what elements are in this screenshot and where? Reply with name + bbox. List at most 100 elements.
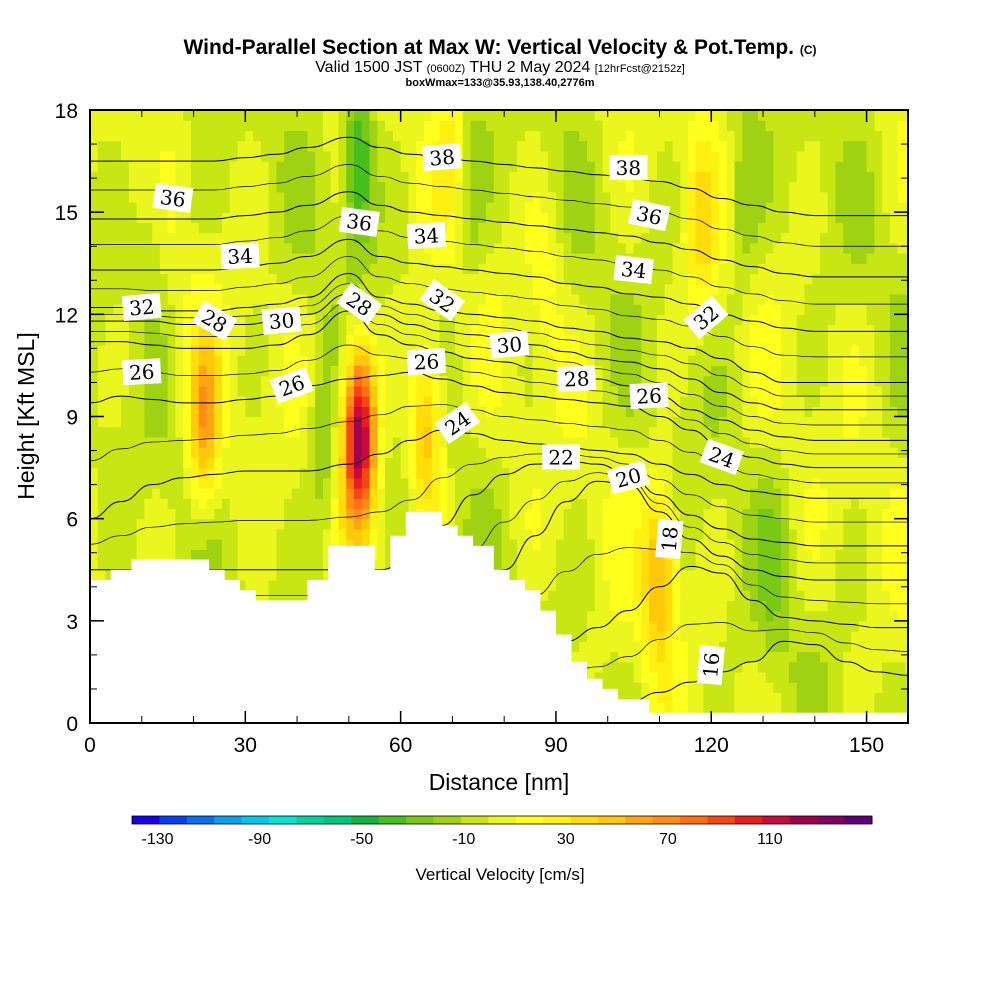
w-cell bbox=[307, 528, 316, 540]
w-cell bbox=[703, 569, 712, 581]
w-cell bbox=[656, 477, 666, 489]
w-cell bbox=[719, 600, 728, 612]
w-cell bbox=[703, 273, 712, 285]
w-cell bbox=[144, 457, 153, 469]
w-cell bbox=[423, 314, 433, 326]
w-cell bbox=[97, 201, 107, 213]
w-cell bbox=[229, 324, 239, 336]
w-cell bbox=[268, 150, 277, 162]
w-cell bbox=[610, 324, 619, 336]
w-cell bbox=[152, 518, 161, 530]
w-cell bbox=[703, 385, 712, 397]
w-cell bbox=[687, 201, 697, 213]
w-cell bbox=[711, 253, 720, 264]
w-cell bbox=[719, 508, 728, 520]
w-cell bbox=[229, 191, 239, 203]
w-cell bbox=[672, 324, 681, 336]
w-cell bbox=[548, 150, 557, 162]
w-cell bbox=[190, 304, 200, 315]
w-cell bbox=[268, 426, 277, 438]
w-cell bbox=[672, 559, 681, 571]
w-cell bbox=[517, 528, 526, 540]
w-cell bbox=[602, 110, 611, 121]
w-cell bbox=[695, 436, 705, 448]
w-cell bbox=[214, 396, 223, 407]
w-cell bbox=[237, 396, 246, 407]
w-cell bbox=[97, 181, 107, 193]
w-cell bbox=[524, 222, 534, 234]
w-cell bbox=[649, 569, 658, 581]
w-cell bbox=[152, 232, 161, 244]
w-cell bbox=[493, 549, 503, 561]
w-cell bbox=[641, 232, 650, 244]
w-cell bbox=[276, 222, 285, 234]
w-cell bbox=[214, 334, 223, 346]
w-cell bbox=[245, 130, 254, 142]
w-cell bbox=[687, 457, 697, 469]
w-cell bbox=[299, 161, 309, 172]
w-cell bbox=[268, 253, 277, 264]
w-cell bbox=[501, 355, 510, 367]
w-cell bbox=[105, 232, 114, 244]
w-cell bbox=[501, 549, 510, 561]
w-cell bbox=[222, 426, 231, 438]
w-cell bbox=[726, 579, 736, 591]
w-cell bbox=[198, 385, 208, 397]
w-cell bbox=[152, 467, 161, 479]
w-cell bbox=[594, 426, 604, 438]
w-cell bbox=[726, 641, 736, 653]
w-cell bbox=[687, 355, 697, 367]
w-cell bbox=[400, 528, 409, 540]
w-cell bbox=[299, 416, 309, 428]
w-cell bbox=[540, 222, 549, 234]
w-cell bbox=[563, 569, 573, 581]
w-cell bbox=[703, 702, 712, 714]
w-cell bbox=[245, 344, 254, 356]
w-cell bbox=[113, 110, 122, 121]
w-cell bbox=[431, 120, 441, 132]
w-cell bbox=[439, 396, 448, 407]
w-cell bbox=[144, 232, 153, 244]
w-cell bbox=[719, 171, 728, 183]
w-cell bbox=[237, 467, 246, 479]
w-cell bbox=[113, 191, 122, 203]
w-cell bbox=[408, 314, 417, 326]
w-cell bbox=[656, 304, 666, 315]
w-cell bbox=[392, 467, 402, 479]
w-cell bbox=[454, 528, 464, 540]
w-cell bbox=[369, 283, 378, 295]
w-cell bbox=[563, 559, 573, 571]
w-cell bbox=[703, 477, 712, 489]
w-cell bbox=[105, 324, 114, 336]
w-cell bbox=[509, 488, 518, 499]
w-cell bbox=[571, 631, 580, 642]
w-cell bbox=[486, 242, 495, 254]
w-cell bbox=[509, 447, 518, 458]
w-cell bbox=[175, 528, 184, 540]
w-cell bbox=[711, 283, 720, 295]
w-cell bbox=[159, 477, 169, 489]
w-cell bbox=[563, 242, 573, 254]
w-cell bbox=[462, 150, 472, 162]
w-cell bbox=[346, 253, 355, 264]
w-cell bbox=[90, 344, 99, 356]
w-cell bbox=[680, 682, 689, 693]
w-cell bbox=[183, 293, 192, 305]
w-cell bbox=[190, 273, 200, 285]
w-cell bbox=[447, 467, 456, 479]
w-cell bbox=[447, 344, 456, 356]
w-cell bbox=[602, 549, 611, 561]
w-cell bbox=[486, 273, 495, 285]
w-cell bbox=[206, 488, 215, 499]
w-cell bbox=[680, 447, 689, 458]
w-cell bbox=[532, 457, 542, 469]
w-cell bbox=[159, 161, 169, 172]
w-cell bbox=[400, 426, 409, 438]
w-cell bbox=[711, 590, 720, 601]
w-cell bbox=[462, 120, 472, 132]
w-cell bbox=[214, 406, 223, 418]
w-cell bbox=[175, 222, 184, 234]
w-cell bbox=[338, 283, 347, 295]
w-cell bbox=[113, 488, 122, 499]
w-cell bbox=[361, 365, 371, 377]
